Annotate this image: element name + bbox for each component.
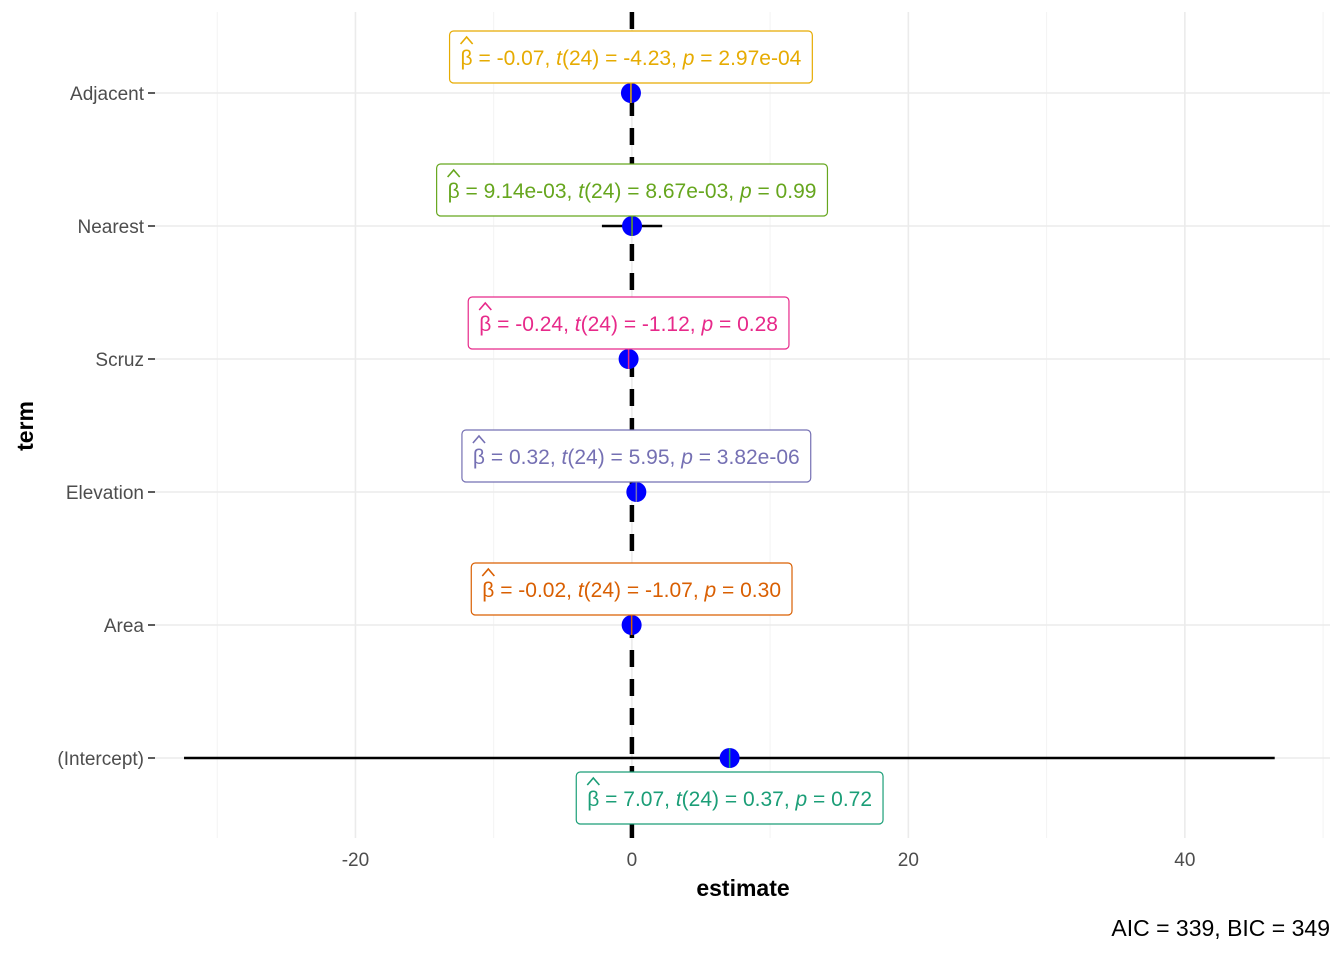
stat-labels: β = -0.07, t(24) = -4.23, p = 2.97e-04 β …	[436, 30, 884, 825]
y-tick-label: Elevation	[66, 483, 144, 504]
y-tick-label: Adjacent	[70, 84, 145, 105]
stat-label-text: β = -0.02, t(24) = -1.07, p = 0.30	[482, 579, 781, 602]
stat-label-box	[448, 30, 813, 84]
model-fit-caption: AIC = 339, BIC = 349	[1111, 915, 1330, 941]
stat-label-5: β = 7.07, t(24) = 0.37, p = 0.72	[575, 771, 884, 825]
beta-hat-mark	[459, 35, 474, 45]
stat-label-text: β = 0.32, t(24) = 5.95, p = 3.82e-06	[473, 446, 800, 469]
axis-ticks: -20 0 20 40 Adjacent Nearest Scruz Elevation Are…	[57, 84, 1195, 871]
y-tick-label: Nearest	[77, 217, 144, 238]
x-tick-label: 40	[1174, 850, 1195, 871]
x-axis-title: estimate	[696, 875, 789, 901]
y-tick-label: Area	[104, 616, 145, 637]
x-tick-label: -20	[342, 850, 369, 871]
stat-label-box	[470, 562, 793, 616]
data-marks	[184, 83, 1275, 768]
stat-label-4: β = -0.02, t(24) = -1.07, p = 0.30	[470, 562, 793, 616]
stat-label-2: β = -0.24, t(24) = -1.12, p = 0.28	[467, 296, 790, 350]
y-axis-title: term	[12, 401, 38, 451]
x-tick-label: 0	[627, 850, 638, 871]
beta-hat-mark	[472, 434, 486, 444]
stat-label-text: β = 7.07, t(24) = 0.37, p = 0.72	[587, 788, 872, 811]
beta-hat-mark	[586, 776, 600, 786]
beta-hat-mark	[481, 567, 495, 577]
grid	[155, 12, 1330, 838]
y-tick-label: Scruz	[95, 350, 144, 371]
stat-label-box	[436, 163, 829, 217]
stat-label-text: β = -0.07, t(24) = -4.23, p = 2.97e-04	[461, 47, 802, 70]
stat-label-3: β = 0.32, t(24) = 5.95, p = 3.82e-06	[461, 429, 812, 483]
y-tick-label: (Intercept)	[57, 749, 144, 770]
stat-label-1: β = 9.14e-03, t(24) = 8.67e-03, p = 0.99	[436, 163, 829, 217]
stat-label-text: β = 9.14e-03, t(24) = 8.67e-03, p = 0.99	[448, 180, 817, 203]
beta-hat-mark	[478, 301, 492, 311]
stat-label-box	[575, 771, 884, 825]
beta-hat-mark	[447, 168, 461, 178]
x-tick-label: 20	[898, 850, 919, 871]
stat-label-text: β = -0.24, t(24) = -1.12, p = 0.28	[479, 313, 778, 336]
stat-label-box	[467, 296, 790, 350]
stat-label-0: β = -0.07, t(24) = -4.23, p = 2.97e-04	[448, 30, 813, 84]
stat-label-box	[461, 429, 812, 483]
